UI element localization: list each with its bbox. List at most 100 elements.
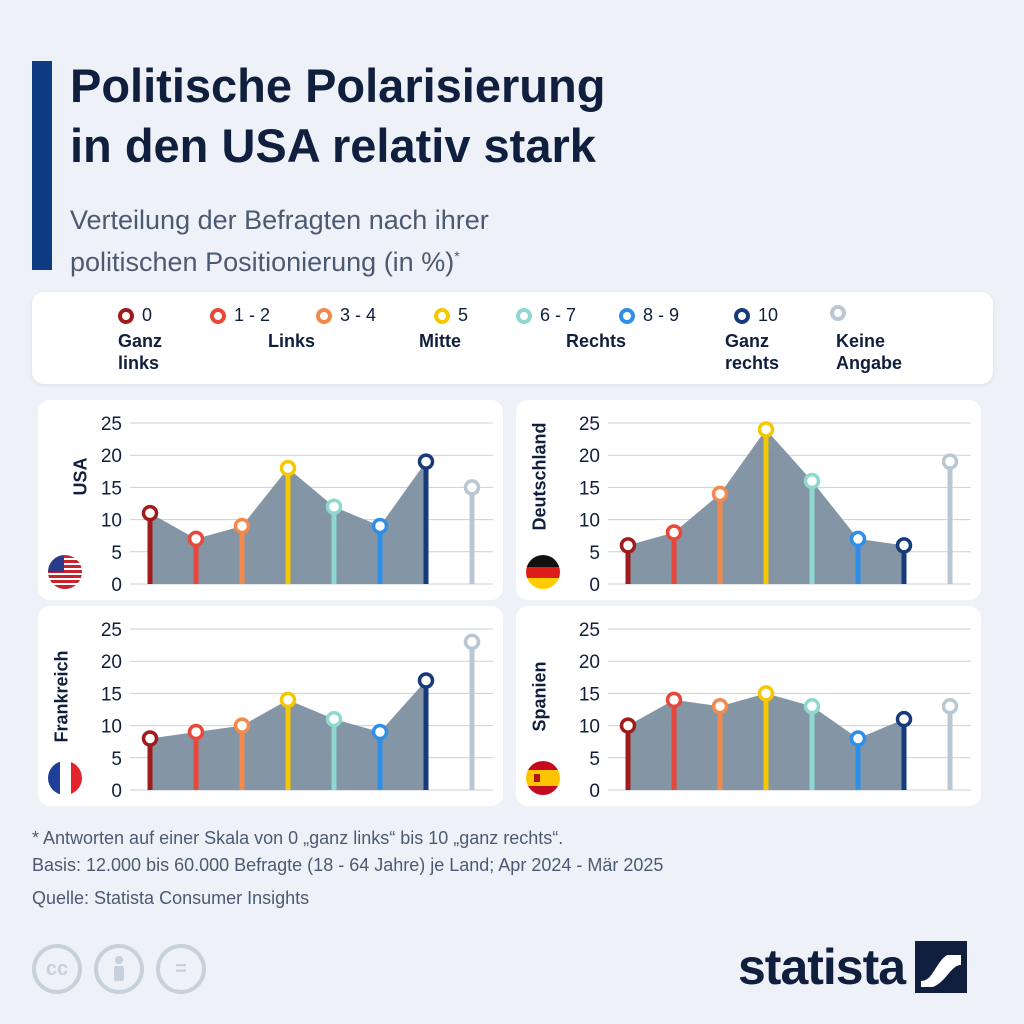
data-point bbox=[711, 698, 729, 715]
data-point bbox=[941, 453, 959, 470]
data-point bbox=[141, 730, 159, 747]
data-point bbox=[895, 537, 913, 554]
y-tick-label: 0 bbox=[111, 781, 122, 802]
data-point bbox=[371, 723, 389, 741]
statista-logo-icon bbox=[915, 941, 968, 993]
data-point bbox=[619, 537, 637, 554]
data-point bbox=[803, 698, 821, 715]
legend-marker-6-7 bbox=[516, 307, 532, 324]
legend-desc-ganz-links: Ganz links bbox=[118, 331, 163, 373]
y-tick-label: 20 bbox=[579, 652, 600, 673]
y-tick-label: 25 bbox=[101, 414, 122, 435]
chart-panel-usa: 0 5 10 15 20 25 USA bbox=[38, 400, 503, 600]
data-point bbox=[463, 633, 481, 651]
chart-subtitle: Verteilung der Befragten nach ihrer poli… bbox=[70, 202, 970, 280]
flag-usa-icon bbox=[48, 555, 82, 589]
chart-usa: 0 5 10 15 20 25 bbox=[101, 414, 493, 596]
legend-item-1-2: 1 - 2 bbox=[210, 305, 270, 326]
legend-item-0: 0 bbox=[118, 305, 152, 326]
data-point bbox=[665, 524, 683, 541]
country-label-deutschland: Deutschland bbox=[529, 422, 550, 531]
y-tick-label: 10 bbox=[579, 717, 600, 738]
data-point bbox=[711, 485, 729, 503]
data-point bbox=[463, 479, 481, 496]
y-tick-label: 15 bbox=[579, 478, 600, 499]
chart-panel-deutschland: 0 5 10 15 20 25 Deutschland bbox=[516, 400, 981, 600]
y-tick-label: 15 bbox=[101, 684, 122, 705]
title-accent-bar bbox=[32, 61, 52, 270]
chart-deutschland: 0 5 10 15 20 25 bbox=[579, 414, 971, 596]
footnote-scale: * Antworten auf einer Skala von 0 „ganz … bbox=[32, 828, 564, 848]
legend-desc-rechts: Rechts bbox=[566, 331, 627, 351]
statista-logo-text: statista bbox=[738, 939, 906, 995]
data-point bbox=[325, 710, 343, 728]
subtitle-footnote-mark: * bbox=[454, 248, 460, 264]
legend-item-3-4: 3 - 4 bbox=[316, 305, 376, 326]
data-point bbox=[141, 504, 159, 522]
data-point bbox=[325, 498, 343, 515]
y-tick-label: 20 bbox=[101, 446, 122, 467]
flag-france-icon bbox=[48, 761, 82, 795]
country-label-frankreich: Frankreich bbox=[51, 650, 72, 743]
data-point bbox=[941, 698, 959, 715]
data-point bbox=[619, 717, 637, 734]
data-point bbox=[803, 472, 821, 490]
y-tick-label: 20 bbox=[101, 652, 122, 673]
country-label-spanien: Spanien bbox=[529, 661, 550, 732]
legend-item-10: 10 bbox=[734, 305, 778, 326]
chart-panel-frankreich: 0 5 10 15 20 25 Frankreich bbox=[38, 606, 503, 806]
legend-item-6-7: 6 - 7 bbox=[516, 305, 576, 326]
chart-title: Politische Polarisierung in den USA rela… bbox=[70, 56, 990, 176]
legend-item-5: 5 bbox=[434, 305, 468, 326]
y-tick-label: 10 bbox=[579, 511, 600, 532]
y-tick-label: 5 bbox=[589, 749, 600, 770]
data-point bbox=[757, 421, 775, 438]
chart-frankreich: 0 5 10 15 20 25 bbox=[101, 620, 493, 802]
cc-icon[interactable]: cc bbox=[32, 944, 82, 994]
y-tick-label: 15 bbox=[101, 478, 122, 499]
y-tick-label: 0 bbox=[589, 781, 600, 802]
legend-marker-5 bbox=[434, 307, 450, 324]
data-point bbox=[665, 691, 683, 709]
y-tick-label: 5 bbox=[589, 543, 600, 564]
license-icons: cc = bbox=[32, 944, 206, 994]
y-tick-label: 5 bbox=[111, 543, 122, 564]
data-point bbox=[187, 530, 205, 548]
chart-panel-spanien: 0 5 10 15 20 25 Spanien bbox=[516, 606, 981, 806]
subtitle-line-1: Verteilung der Befragten nach ihrer bbox=[70, 205, 489, 235]
y-tick-label: 25 bbox=[579, 620, 600, 641]
y-tick-label: 25 bbox=[579, 414, 600, 435]
data-point bbox=[187, 723, 205, 741]
legend-marker-10 bbox=[734, 307, 750, 324]
y-tick-label: 10 bbox=[101, 511, 122, 532]
y-tick-label: 25 bbox=[101, 620, 122, 641]
nd-icon[interactable]: = bbox=[156, 944, 206, 994]
data-point bbox=[371, 517, 389, 535]
data-point bbox=[849, 530, 867, 548]
data-point bbox=[233, 517, 251, 535]
by-icon[interactable] bbox=[94, 944, 144, 994]
data-point bbox=[849, 730, 867, 747]
legend-marker-1-2 bbox=[210, 307, 226, 324]
data-point bbox=[279, 691, 297, 709]
chart-spanien: 0 5 10 15 20 25 bbox=[579, 620, 971, 802]
data-point bbox=[757, 685, 775, 702]
footnote-source: Quelle: Statista Consumer Insights bbox=[32, 888, 310, 908]
data-point bbox=[279, 459, 297, 477]
legend-desc-links: Links bbox=[268, 331, 316, 351]
title-line-1: Politische Polarisierung bbox=[70, 59, 606, 112]
title-line-2: in den USA relativ stark bbox=[70, 119, 596, 172]
y-tick-label: 15 bbox=[579, 684, 600, 705]
flag-germany-icon bbox=[526, 555, 560, 589]
data-point bbox=[417, 672, 435, 689]
legend-marker-3-4 bbox=[316, 307, 332, 324]
legend-desc-mitte: Mitte bbox=[419, 331, 461, 351]
data-point bbox=[417, 453, 435, 470]
subtitle-line-2: politischen Positionierung (in %)* bbox=[70, 247, 460, 277]
legend-item-keine-angabe bbox=[830, 305, 854, 321]
legend: 0 1 - 2 3 - 4 5 6 - 7 8 - 9 10 Ganz links… bbox=[32, 292, 993, 384]
flag-spain-icon bbox=[526, 761, 560, 795]
statista-logo[interactable]: statista bbox=[738, 938, 968, 996]
data-point bbox=[895, 710, 913, 728]
country-label-usa: USA bbox=[70, 457, 91, 496]
